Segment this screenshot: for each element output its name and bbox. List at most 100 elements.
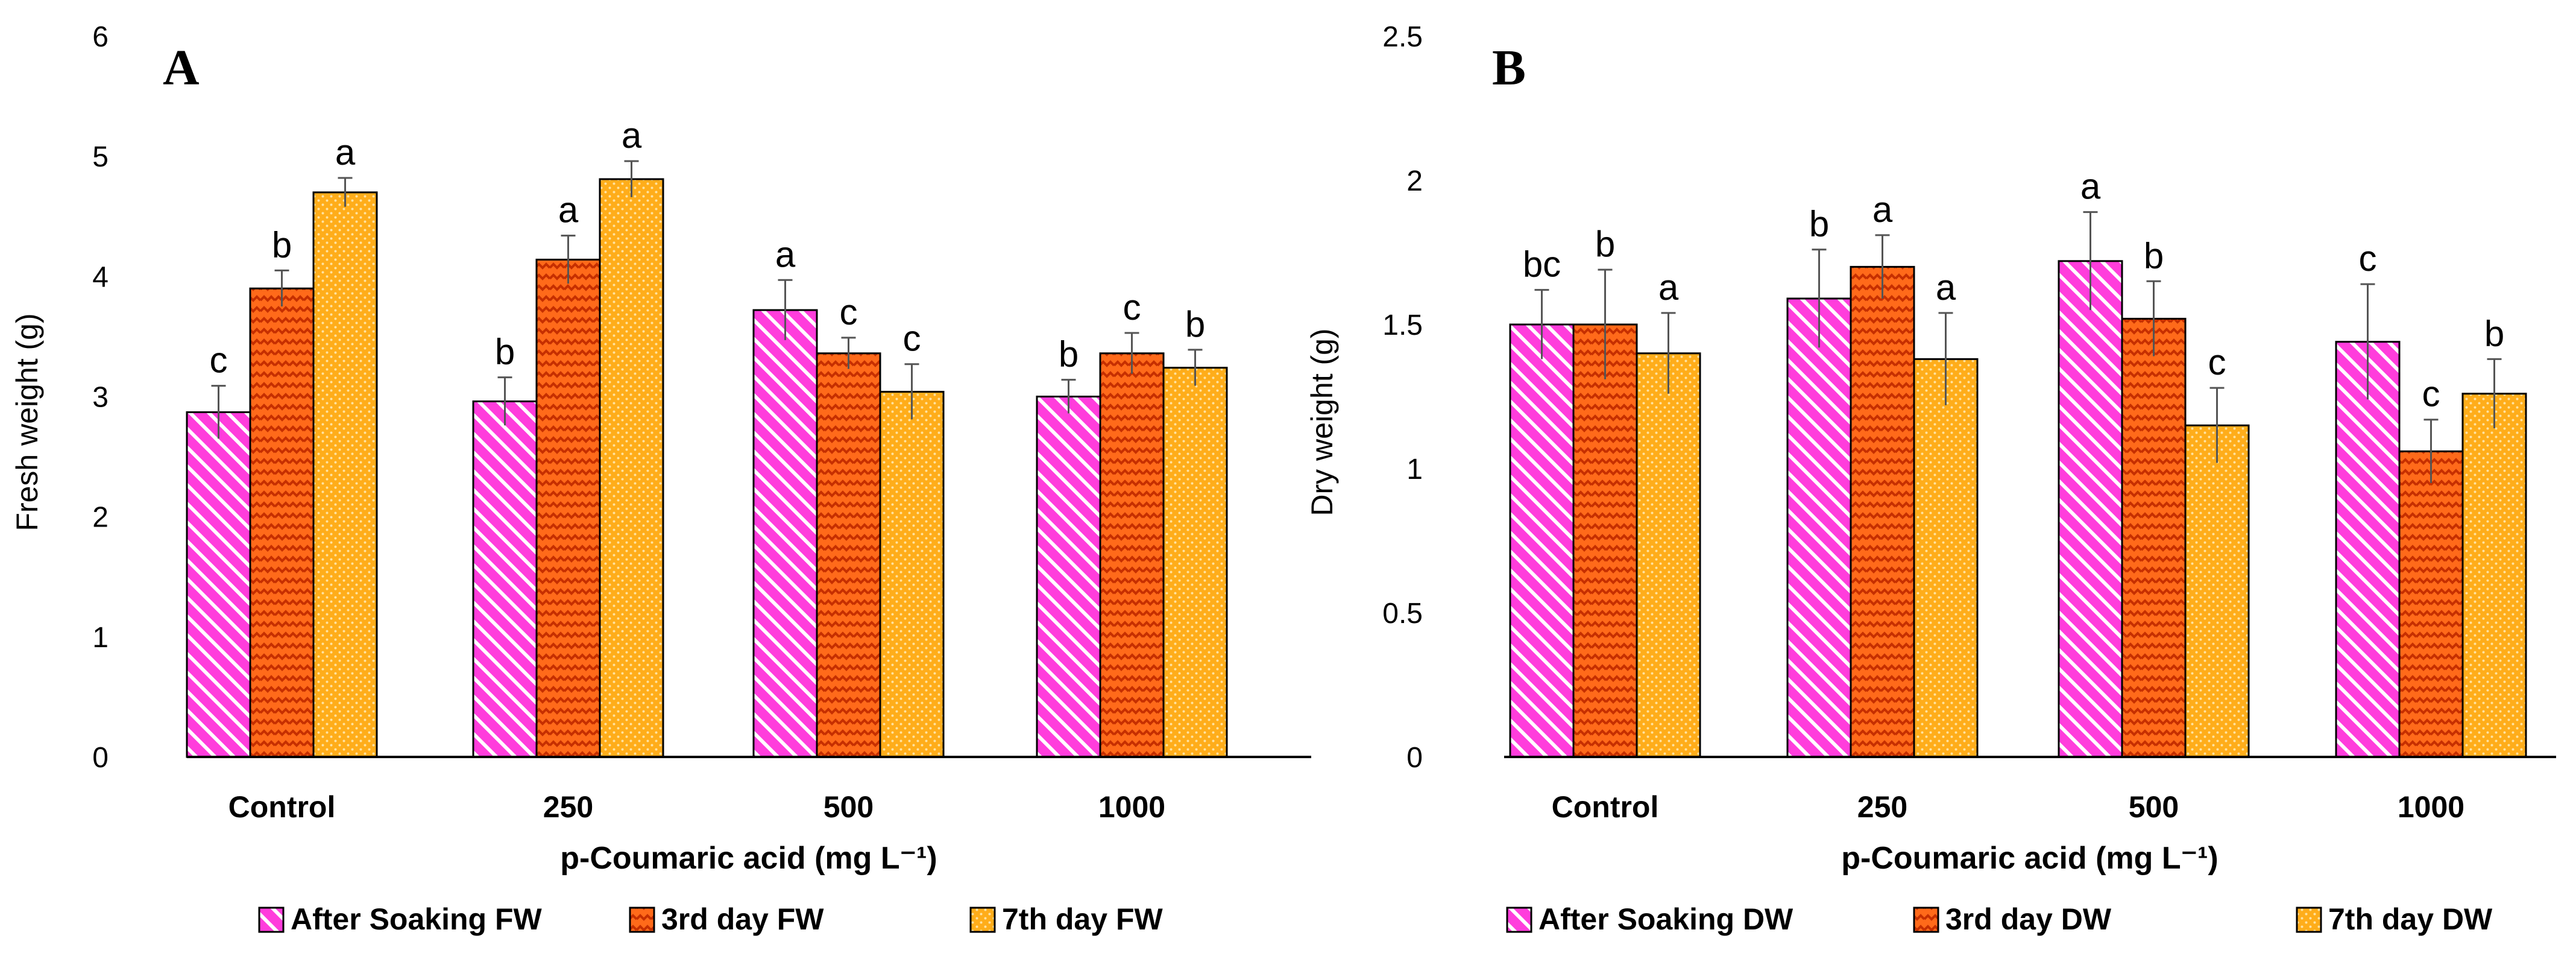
significance-letter: a xyxy=(1872,189,1893,230)
bar xyxy=(816,352,881,758)
bar xyxy=(312,191,378,758)
bar xyxy=(599,178,664,758)
significance-letter: a xyxy=(1936,267,1956,308)
significance-letter: b xyxy=(272,224,292,265)
legend-swatch xyxy=(1506,907,1532,933)
bar xyxy=(2335,341,2401,758)
category-labels: Control 250 500 1000 xyxy=(228,790,1165,824)
legend-label: 3rd day FW xyxy=(661,902,824,936)
legend-swatch xyxy=(1913,907,1939,933)
bar xyxy=(879,391,945,758)
bar xyxy=(2398,450,2464,758)
category-label: 500 xyxy=(824,790,874,824)
significance-letter: c xyxy=(2208,342,2226,382)
bars xyxy=(1509,260,2527,758)
y-tick-label: 1 xyxy=(1406,454,1423,486)
significance-letter: a xyxy=(775,234,796,274)
y-tick-label: 2.5 xyxy=(1382,21,1423,53)
legend-label: 7th day FW xyxy=(1002,902,1163,936)
y-tick-label: 0 xyxy=(92,742,109,774)
bar xyxy=(1036,396,1101,758)
significance-letter: b xyxy=(1809,204,1829,244)
significance-letter: b xyxy=(2144,235,2164,276)
bar xyxy=(1099,352,1165,758)
bar xyxy=(1786,297,1852,758)
legend-label: After Soaking FW xyxy=(291,902,542,936)
significance-letter: c xyxy=(2359,238,2377,279)
legend-label: 7th day DW xyxy=(2328,902,2493,936)
y-tick-label: 2 xyxy=(1406,165,1423,197)
y-tick-label: 4 xyxy=(92,261,109,293)
error-bars xyxy=(211,160,1203,439)
bars xyxy=(186,178,1228,758)
bar xyxy=(186,411,251,758)
y-tick-label: 5 xyxy=(92,141,109,173)
category-label: 250 xyxy=(1857,790,1907,824)
significance-letter: a xyxy=(335,132,356,172)
significance-letter: b xyxy=(1059,334,1079,375)
legend: After Soaking FW 3rd day FW 7th day FW xyxy=(258,902,1163,936)
legend-label: After Soaking DW xyxy=(1538,902,1793,936)
bar xyxy=(1850,265,1915,758)
y-tick-label: 6 xyxy=(92,21,109,53)
significance-letter: b xyxy=(495,332,515,372)
bar xyxy=(1509,323,1575,758)
significance-letters: c b a b a a a c c b c b xyxy=(210,115,1206,380)
significance-letter: c xyxy=(210,340,228,381)
bar xyxy=(752,309,818,758)
legend-swatch xyxy=(969,907,996,933)
significance-letter: b xyxy=(1595,224,1615,264)
legend-swatch xyxy=(2296,907,2322,933)
bar xyxy=(535,258,601,758)
bar xyxy=(2058,260,2123,758)
legend: After Soaking DW 3rd day DW 7th day DW xyxy=(1506,902,2493,936)
y-axis-title: Fresh weight (g) xyxy=(10,313,44,531)
significance-letter: c xyxy=(1123,287,1141,328)
bar xyxy=(1636,352,1701,758)
panel-b: B Dry weight (g) 00.511.522.5 bc bab aaabc… xyxy=(1305,21,2556,936)
significance-letter: a xyxy=(622,115,642,156)
bar xyxy=(1572,323,1638,758)
legend-swatch xyxy=(258,907,285,933)
category-label: 500 xyxy=(2129,790,2179,824)
y-tick-label: 1.5 xyxy=(1382,309,1423,341)
significance-letter: b xyxy=(2484,313,2504,353)
significance-letter: c xyxy=(2422,374,2440,414)
y-tick-label: 3 xyxy=(92,382,109,414)
y-tick-labels: 0 1 2 3 4 5 6 xyxy=(92,21,109,774)
y-tick-label: 0.5 xyxy=(1382,598,1423,630)
y-tick-label: 2 xyxy=(92,502,109,534)
bar xyxy=(2184,424,2250,758)
y-axis-title: Dry weight (g) xyxy=(1305,328,1339,516)
category-label: 1000 xyxy=(1098,790,1165,824)
x-axis-title: p-Coumaric acid (mg L⁻¹) xyxy=(1841,841,2218,876)
y-tick-label: 0 xyxy=(1406,742,1423,774)
significance-letter: a xyxy=(1658,267,1679,308)
bar xyxy=(1913,358,1979,758)
category-label: 250 xyxy=(543,790,593,824)
significance-letter: b xyxy=(1185,304,1205,344)
bar xyxy=(472,400,538,758)
panel-letter: B xyxy=(1492,40,1526,96)
panel-letter: A xyxy=(163,40,200,96)
significance-letter: bc xyxy=(1523,244,1561,285)
bar xyxy=(249,287,315,758)
significance-letter: c xyxy=(903,318,921,359)
y-tick-labels: 0 0.5 1 1.5 2 2.5 xyxy=(1382,21,1423,774)
category-label: 1000 xyxy=(2398,790,2464,824)
category-labels: Control 250 500 1000 xyxy=(1552,790,2464,824)
bar xyxy=(1162,367,1228,758)
significance-letter: c xyxy=(840,292,858,332)
significance-letter: a xyxy=(2080,166,2101,207)
bar xyxy=(2461,393,2527,758)
error-bars xyxy=(1534,211,2502,483)
significance-letter: a xyxy=(558,190,579,230)
legend-swatch xyxy=(629,907,655,933)
bar xyxy=(2121,317,2187,758)
y-tick-label: 1 xyxy=(92,622,109,654)
x-axis-title: p-Coumaric acid (mg L⁻¹) xyxy=(560,841,937,876)
